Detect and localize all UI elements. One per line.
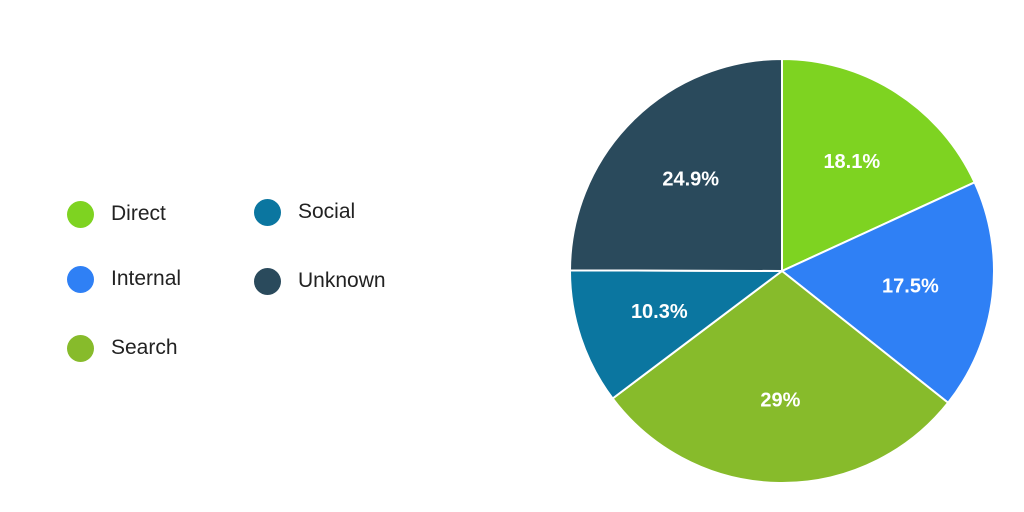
legend-item-internal: Internal (67, 264, 181, 294)
pie-slice-social (569, 269, 785, 400)
pie-label-social: 10.3% (631, 301, 688, 323)
legend-swatch-search (67, 334, 94, 362)
legend-label-social: Social (298, 200, 356, 223)
legend-swatch-direct (67, 200, 94, 228)
legend-swatch-social (254, 198, 281, 226)
pie-chart: 18.1% 17.5% 29% 10.3% 24.9% (560, 50, 1010, 500)
legend-item-search: Search (67, 333, 178, 363)
legend-label-internal: Internal (111, 267, 182, 290)
legend-label-direct: Direct (111, 202, 166, 225)
pie-slice-search (611, 269, 950, 484)
legend-label-unknown: Unknown (298, 269, 386, 292)
legend-item-direct: Direct (67, 199, 166, 229)
legend-item-unknown: Unknown (254, 266, 386, 296)
legend-item-social: Social (254, 197, 355, 227)
pie-label-direct: 18.1% (823, 151, 880, 173)
pie-label-unknown: 24.9% (662, 168, 719, 190)
legend-label-search: Search (111, 336, 178, 359)
pie-label-search: 29% (760, 389, 800, 411)
legend-swatch-internal (67, 265, 94, 293)
chart-legend: Direct Internal Search Social Unknown (0, 0, 480, 512)
pie-label-internal: 17.5% (882, 275, 939, 297)
pie-slice-unknown (568, 57, 783, 273)
pie-slice-direct (781, 57, 976, 273)
pie-chart-svg: 18.1% 17.5% 29% 10.3% 24.9% (568, 57, 995, 484)
legend-swatch-unknown (254, 267, 281, 295)
pie-slice-internal (780, 181, 995, 405)
